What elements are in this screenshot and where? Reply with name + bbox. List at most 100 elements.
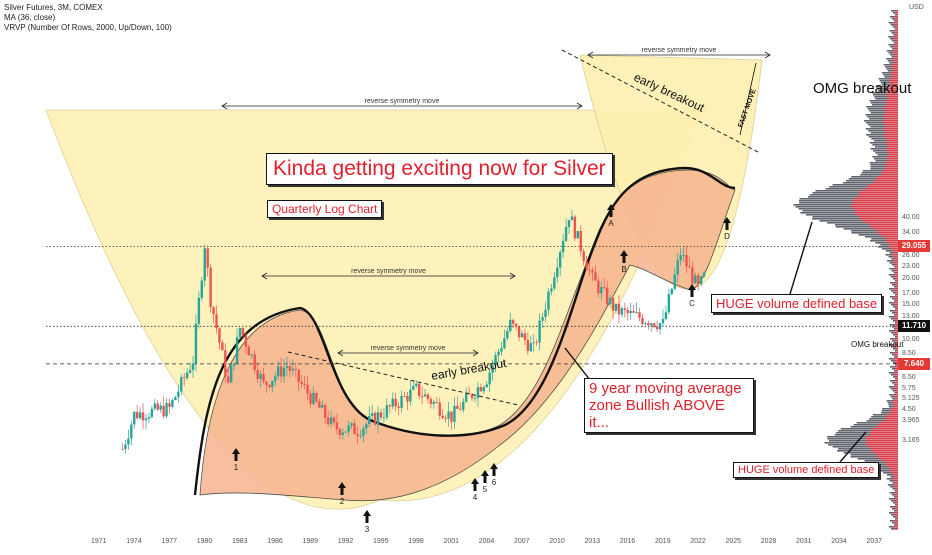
volume-bar-down — [893, 330, 898, 332]
volume-bar-down — [884, 116, 898, 118]
volume-bar-down — [896, 300, 898, 302]
volume-bar-up — [842, 182, 898, 184]
volume-bar-up — [892, 488, 898, 490]
volume-bar-down — [895, 298, 898, 300]
volume-bar-down — [894, 332, 898, 334]
volume-bar-down — [895, 270, 898, 272]
candle-body — [224, 350, 227, 377]
candle-body — [241, 328, 245, 336]
volume-bar-down — [864, 442, 898, 444]
volume-bar-down — [893, 526, 898, 528]
candle-body — [503, 338, 506, 349]
candle-body — [409, 389, 412, 402]
volume-bar-up — [888, 288, 898, 290]
candle-body — [597, 280, 600, 294]
candle-body — [171, 399, 174, 407]
candle-body — [576, 231, 580, 239]
volume-bar-up — [798, 208, 898, 210]
volume-bar-down — [854, 212, 898, 214]
volume-bar-down — [895, 390, 898, 392]
volume-bar-up — [893, 300, 898, 302]
candle-body — [544, 309, 547, 317]
candle-body — [488, 372, 491, 385]
volume-bar-down — [888, 86, 898, 88]
volume-bar-down — [890, 84, 898, 86]
volume-bar-up — [888, 372, 898, 374]
legend-ma: MA (36, close) — [4, 13, 56, 22]
candle-body — [464, 393, 468, 402]
volume-bar-up — [807, 196, 898, 198]
volume-bar-up — [892, 340, 898, 342]
volume-bar-down — [886, 138, 898, 140]
volume-bar-up — [892, 398, 898, 400]
volume-bar-down — [895, 502, 898, 504]
volume-bar-down — [894, 394, 898, 396]
volume-bar-up — [834, 434, 898, 436]
early-breakout-line-1 — [287, 351, 519, 406]
y-tick-label: 4.50 — [902, 406, 916, 414]
symmetry-arrow-head — [221, 102, 228, 110]
candle-body — [347, 425, 350, 432]
volume-bar-down — [885, 164, 898, 166]
volume-bar-down — [892, 254, 898, 256]
candle-body — [303, 384, 306, 385]
volume-bar-down — [853, 200, 898, 202]
candle-body — [415, 383, 418, 387]
omg-breakout-small: OMG breakout — [851, 340, 904, 349]
volume-bar-up — [894, 504, 898, 506]
volume-bar-up — [837, 450, 898, 452]
volume-bar-down — [895, 292, 898, 294]
candle-body — [535, 342, 538, 344]
volume-bar-up — [812, 218, 898, 220]
volume-bar-down — [890, 82, 898, 84]
candle-body — [423, 394, 427, 397]
volume-bar-up — [889, 520, 898, 522]
volume-bar-down — [884, 130, 898, 132]
candle-body — [276, 366, 280, 377]
candle-body — [453, 405, 456, 422]
volume-bar-up — [871, 138, 898, 140]
candle-body — [526, 340, 530, 352]
volume-bar-up — [878, 470, 898, 472]
volume-bar-up — [894, 490, 898, 492]
marker-label-2: 2 — [340, 497, 345, 506]
volume-bar-down — [893, 498, 898, 500]
candle-body — [312, 392, 315, 404]
candle-body — [429, 399, 433, 404]
main-title-callout: Kinda getting exciting now for Silver — [266, 153, 613, 185]
y-tick-label: 13.00 — [902, 313, 920, 321]
volume-bar-down — [893, 288, 898, 290]
candle-body — [350, 423, 353, 426]
candle-body — [420, 395, 424, 397]
candle-body — [394, 398, 397, 407]
marker-label-1: 1 — [234, 463, 239, 472]
symmetry-label-1: reverse symmetry move — [365, 98, 440, 105]
volume-bar-up — [893, 42, 898, 44]
volume-bar-down — [894, 290, 898, 292]
volume-bar-down — [876, 230, 898, 232]
candle-body — [373, 413, 377, 425]
volume-bar-down — [895, 508, 898, 510]
volume-bar-up — [888, 52, 898, 54]
volume-bar-down — [860, 190, 898, 192]
volume-bar-down — [895, 354, 898, 356]
volume-bar-up — [891, 56, 898, 58]
volume-bar-up — [887, 60, 898, 62]
volume-bar-up — [881, 468, 898, 470]
volume-bar-up — [894, 28, 898, 30]
candle-body — [370, 413, 374, 416]
volume-bar-down — [880, 174, 898, 176]
volume-bar-down — [895, 516, 898, 518]
volume-bar-up — [800, 212, 898, 214]
volume-bar-down — [892, 400, 898, 402]
volume-bar-down — [894, 38, 898, 40]
volume-bar-down — [894, 252, 898, 254]
volume-bar-down — [856, 214, 898, 216]
candle-body — [153, 403, 157, 409]
volume-bar-down — [891, 472, 898, 474]
up-arrow-marker-icon — [607, 204, 615, 217]
volume-bar-up — [890, 324, 898, 326]
volume-bar-up — [893, 320, 898, 322]
candle-body — [652, 323, 656, 327]
